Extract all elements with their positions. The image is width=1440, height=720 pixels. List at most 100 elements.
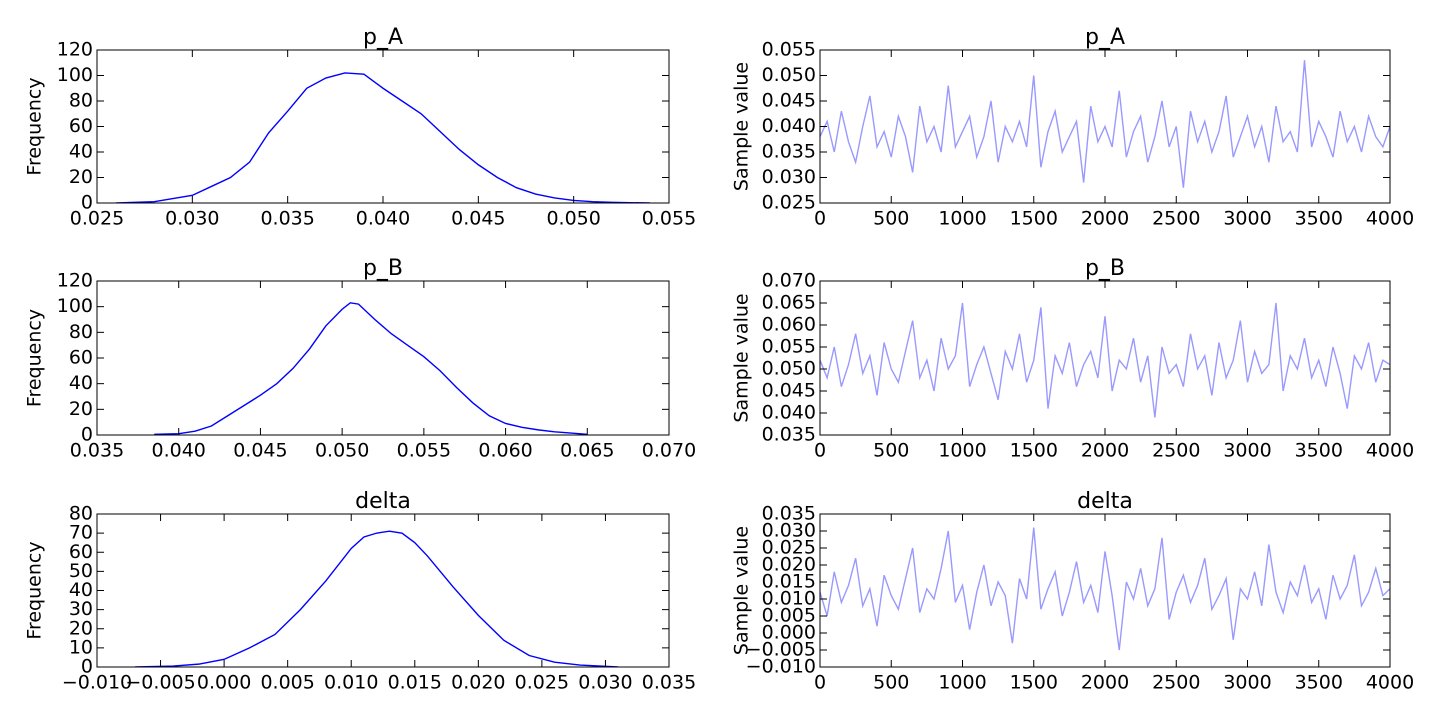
x-tick-label: 0.050 xyxy=(546,208,600,230)
data-line xyxy=(820,302,1390,418)
y-tick-label: 0.020 xyxy=(762,554,816,576)
y-tick-label: 40 xyxy=(69,141,93,163)
y-axis-label: Sample value xyxy=(731,293,753,422)
y-tick-label: 100 xyxy=(57,64,93,86)
y-tick-label: 0.035 xyxy=(762,424,816,446)
x-tick-label: 2500 xyxy=(1152,672,1200,694)
x-tick-label: 2000 xyxy=(1081,208,1129,230)
axes-frame xyxy=(819,513,1391,668)
plot-area xyxy=(154,302,588,435)
y-tick-label: 0.045 xyxy=(762,380,816,402)
y-axis-label: Frequency xyxy=(24,77,46,175)
x-tick-label: 4000 xyxy=(1366,440,1414,462)
x-tick-label: 1500 xyxy=(1010,672,1058,694)
subplot: 0.025 0.030 0.035 0.040 0.045 0.050 0.055 0 20 40… xyxy=(24,25,697,230)
x-tick-label: 1500 xyxy=(1010,208,1058,230)
y-axis-label: Sample value xyxy=(731,526,753,655)
subplot-title: delta xyxy=(355,489,411,514)
y-tick-label: 100 xyxy=(57,295,93,317)
plot-area xyxy=(820,60,1390,188)
x-tick-label: 0.030 xyxy=(578,672,632,694)
x-tick-label: 1000 xyxy=(938,672,986,694)
x-tick-label: 0.010 xyxy=(324,672,378,694)
y-tick-label: 0.050 xyxy=(762,358,816,380)
y-tick-label: 60 xyxy=(69,541,93,563)
y-tick-label: 0.030 xyxy=(762,166,816,188)
y-tick-label: 40 xyxy=(69,372,93,394)
y-tick-label: 0.025 xyxy=(762,192,816,214)
plot-area xyxy=(820,527,1390,651)
axes-frame xyxy=(96,280,670,436)
y-tick-label: 0.015 xyxy=(762,571,816,593)
x-tick-label: 0.015 xyxy=(388,672,442,694)
y-tick-label: 0.040 xyxy=(762,115,816,137)
y-tick-label: 0.025 xyxy=(762,537,816,559)
y-tick-label: 0.055 xyxy=(762,336,816,358)
subplot-title: p_B xyxy=(1085,256,1125,281)
x-tick-label: 0.050 xyxy=(315,440,369,462)
y-tick-label: −0.010 xyxy=(746,656,816,678)
x-tick-label: 3000 xyxy=(1223,440,1271,462)
x-tick-label: 0.045 xyxy=(451,208,505,230)
y-axis-label: Frequency xyxy=(24,541,46,639)
subplot: 0 500 1000 1500 2000 2500 3000 3500 4000 0.025 0.0… xyxy=(731,25,1415,230)
x-tick-label: 0.060 xyxy=(478,440,532,462)
x-tick-label: 0 xyxy=(814,440,826,462)
x-tick-label: 3500 xyxy=(1295,672,1343,694)
subplot-title: p_B xyxy=(363,256,403,281)
data-line xyxy=(116,72,650,203)
y-tick-label: 120 xyxy=(57,270,93,292)
x-tick-label: 0.045 xyxy=(233,440,287,462)
x-tick-label: 2000 xyxy=(1081,440,1129,462)
y-tick-label: 60 xyxy=(69,115,93,137)
x-tick-label: 0.025 xyxy=(515,672,569,694)
x-tick-label: 0.030 xyxy=(165,208,219,230)
x-tick-label: 0.000 xyxy=(197,672,251,694)
subplot: 0.035 0.040 0.045 0.050 0.055 0.060 0.065 0.070… xyxy=(24,256,697,462)
x-tick-label: 1000 xyxy=(938,440,986,462)
y-tick-label: 20 xyxy=(69,398,93,420)
x-tick-label: 0.035 xyxy=(70,440,124,462)
x-tick-label: 500 xyxy=(873,208,909,230)
plot-area xyxy=(135,530,619,667)
x-tick-label: 0.035 xyxy=(260,208,314,230)
x-tick-label: 0 xyxy=(814,208,826,230)
y-tick-label: 0.005 xyxy=(762,605,816,627)
data-line xyxy=(135,530,619,667)
y-tick-label: 0.050 xyxy=(762,64,816,86)
y-tick-label: 80 xyxy=(69,90,93,112)
x-tick-label: 0.040 xyxy=(152,440,206,462)
y-tick-label: 0 xyxy=(81,656,93,678)
x-tick-label: 0.055 xyxy=(642,208,696,230)
y-axis-label: Frequency xyxy=(24,309,46,407)
subplot-title: p_A xyxy=(363,25,403,50)
x-tick-label: 1000 xyxy=(938,208,986,230)
x-tick-label: 2000 xyxy=(1081,672,1129,694)
y-tick-label: 80 xyxy=(69,321,93,343)
y-tick-label: 50 xyxy=(69,560,93,582)
y-tick-label: 20 xyxy=(69,617,93,639)
y-tick-label: 120 xyxy=(57,39,93,61)
x-tick-label: 4000 xyxy=(1366,208,1414,230)
x-tick-label: 500 xyxy=(873,672,909,694)
y-tick-label: 0.030 xyxy=(762,520,816,542)
y-tick-label: 0.045 xyxy=(762,90,816,112)
y-tick-label: 0 xyxy=(81,192,93,214)
x-tick-label: 0.070 xyxy=(642,440,696,462)
y-tick-label: 0.070 xyxy=(762,270,816,292)
y-tick-label: 20 xyxy=(69,166,93,188)
x-tick-label: 3500 xyxy=(1295,440,1343,462)
x-tick-label: 1500 xyxy=(1010,440,1058,462)
y-tick-label: −0.005 xyxy=(746,639,816,661)
x-tick-label: 0 xyxy=(814,672,826,694)
x-tick-label: 0.055 xyxy=(397,440,451,462)
y-tick-label: 10 xyxy=(69,636,93,658)
subplot-title: delta xyxy=(1077,489,1133,514)
x-tick-label: 0.065 xyxy=(560,440,614,462)
data-line xyxy=(820,60,1390,188)
data-line xyxy=(154,302,588,435)
y-tick-label: 0.055 xyxy=(762,39,816,61)
x-tick-label: 2500 xyxy=(1152,440,1200,462)
